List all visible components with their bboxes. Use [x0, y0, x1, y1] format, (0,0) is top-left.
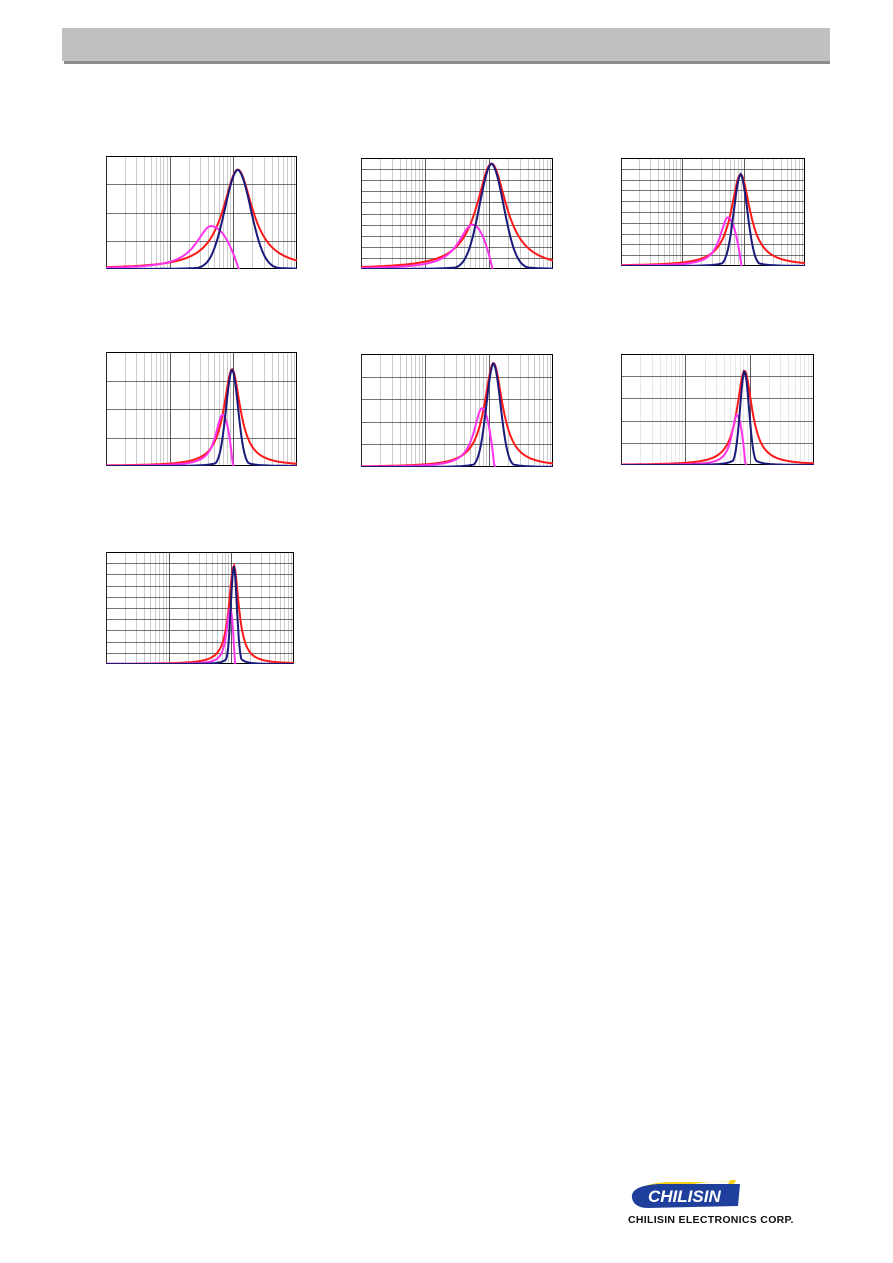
impedance-chart-4: [106, 352, 297, 466]
series-resistance-curve: [106, 565, 294, 664]
chilisin-logo: CHILISIN: [628, 1178, 828, 1233]
series-resistance-curve: [361, 162, 553, 269]
series-resistance-curve: [106, 168, 297, 269]
impedance-chart-3: [621, 158, 805, 266]
impedance-chart-6: [621, 354, 814, 465]
header-bar: [62, 28, 830, 61]
series-resistance-curve: [361, 362, 553, 467]
company-name: CHILISIN ELECTRONICS CORP.: [628, 1214, 794, 1226]
series-resistance-curve: [106, 368, 297, 466]
plot-frame: [361, 158, 553, 269]
plot-frame: [106, 352, 297, 466]
series-reactance-curve: [106, 225, 241, 269]
series-reactance-curve: [361, 223, 494, 269]
impedance-chart-2: [361, 158, 553, 269]
plot-frame: [106, 156, 297, 269]
header-bar-shadow: [64, 61, 830, 64]
impedance-chart-1: [106, 156, 297, 269]
logo-wordmark: CHILISIN: [648, 1187, 721, 1206]
plot-frame: [621, 158, 805, 266]
series-resistance-curve: [621, 172, 805, 266]
plot-frame: [621, 354, 814, 465]
series-resistance-curve: [621, 369, 814, 465]
impedance-chart-5: [361, 354, 553, 467]
plot-frame: [106, 552, 294, 664]
plot-frame: [361, 354, 553, 467]
impedance-chart-7: [106, 552, 294, 664]
